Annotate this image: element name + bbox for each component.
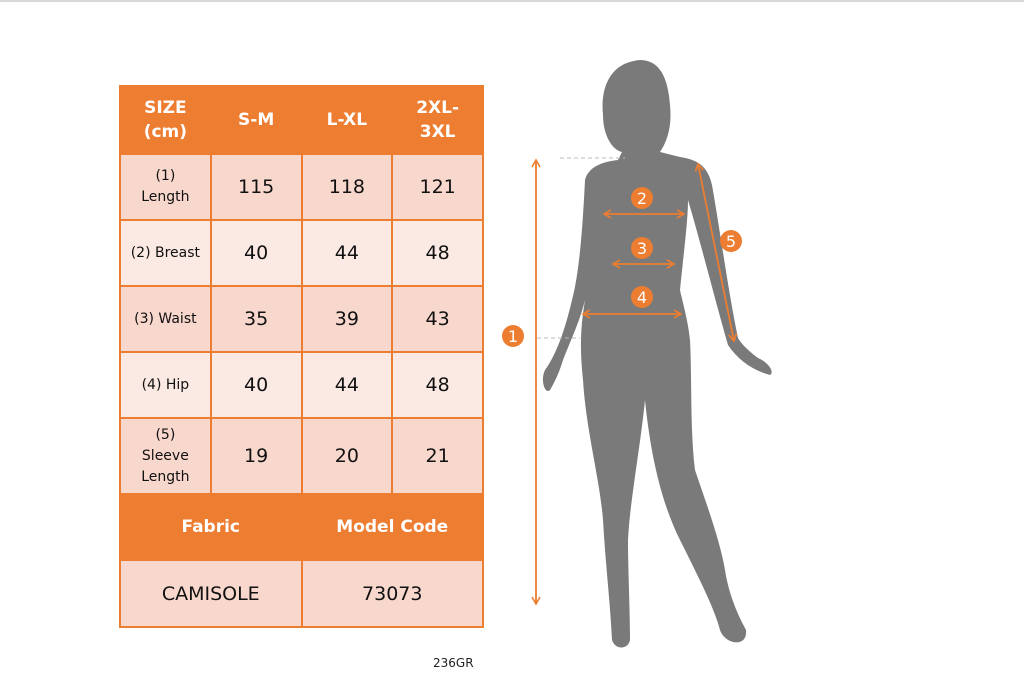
table-row: (2) Breast 40 44 48 [119, 219, 484, 287]
cell: 118 [300, 153, 394, 221]
table-row: (1) Length 115 118 121 [119, 153, 484, 221]
svg-text:4: 4 [637, 288, 647, 307]
cell: 115 [209, 153, 303, 221]
table-row: (4) Hip 40 44 48 [119, 351, 484, 419]
header-2xl-3xl: 2XL-3XL [391, 85, 484, 155]
cell: 121 [391, 153, 484, 221]
header-s-m: S-M [209, 85, 303, 155]
silhouette [542, 60, 772, 648]
row-label: (4) Hip [119, 351, 212, 419]
cell: 35 [209, 285, 303, 353]
header-l-xl: L-XL [300, 85, 394, 155]
svg-text:3: 3 [637, 239, 647, 258]
marker-2: 2 [631, 187, 653, 209]
cell: 40 [209, 351, 303, 419]
marker-1: 1 [502, 325, 524, 347]
row-label: (1) Length [119, 153, 212, 221]
table-row: (3) Waist 35 39 43 [119, 285, 484, 353]
row-label: (5) Sleeve Length [119, 417, 212, 495]
header-row: SIZE (cm) S-M L-XL 2XL-3XL [119, 85, 484, 155]
header-2xl-3xl-label: 2XL-3XL [416, 98, 460, 142]
cell: 40 [209, 219, 303, 287]
table-row: (5) Sleeve Length 19 20 21 [119, 417, 484, 495]
svg-text:5: 5 [726, 232, 736, 251]
row-label: (3) Waist [119, 285, 212, 353]
marker-4: 4 [631, 286, 653, 308]
marker-3: 3 [631, 237, 653, 259]
svg-text:2: 2 [637, 189, 647, 208]
size-chart-table: SIZE (cm) S-M L-XL 2XL-3XL (1) Length 115 … [119, 85, 484, 628]
fabric-value: CAMISOLE [119, 559, 303, 628]
cell: 39 [300, 285, 394, 353]
cell: 19 [209, 417, 303, 495]
svg-text:1: 1 [508, 327, 518, 346]
measurement-lines [531, 157, 738, 606]
footer-row: CAMISOLE 73073 [119, 559, 484, 628]
cell: 43 [391, 285, 484, 353]
header-model-code: Model Code [300, 493, 484, 561]
row-label: (2) Breast [119, 219, 212, 287]
marker-5: 5 [720, 230, 742, 252]
footer-header-row: Fabric Model Code [119, 493, 484, 561]
cell: 48 [391, 351, 484, 419]
model-code-value: 73073 [300, 559, 484, 628]
cell: 21 [391, 417, 484, 495]
cell: 48 [391, 219, 484, 287]
top-border [0, 0, 1024, 2]
caption: 236GR [433, 656, 474, 670]
sleeve-arrow [694, 162, 738, 343]
cell: 20 [300, 417, 394, 495]
header-size: SIZE (cm) [119, 85, 212, 155]
cell: 44 [300, 219, 394, 287]
cell: 44 [300, 351, 394, 419]
header-fabric: Fabric [119, 493, 303, 561]
